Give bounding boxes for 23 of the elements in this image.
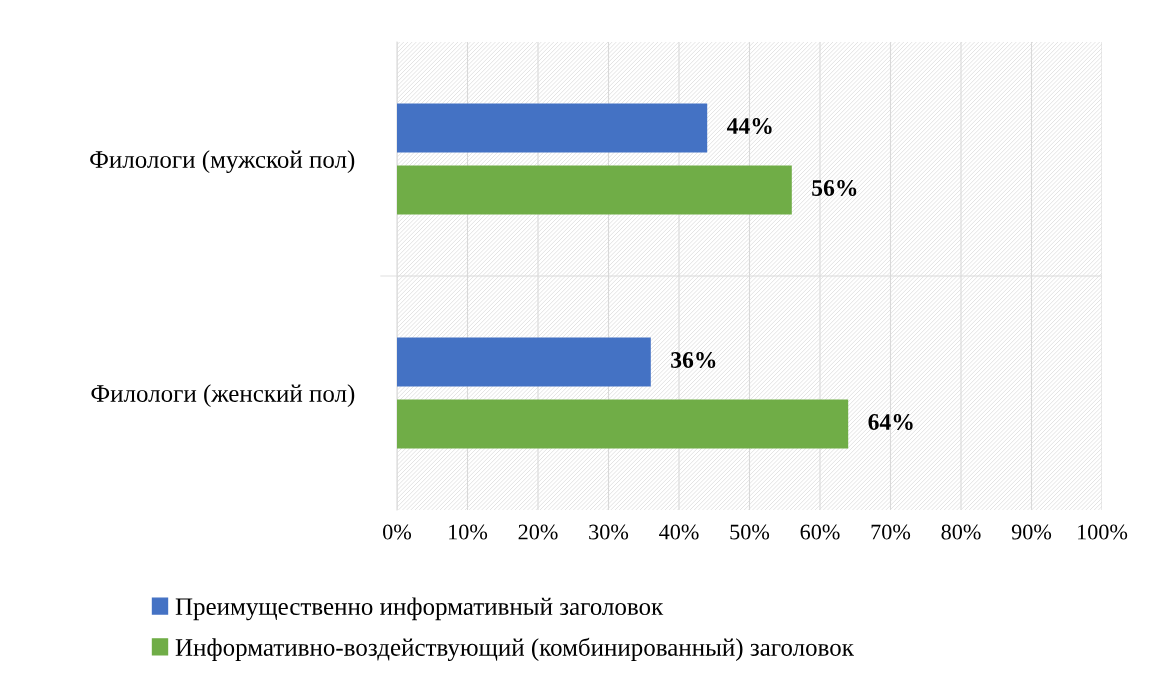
x-tick-label: 90%	[1011, 524, 1052, 540]
data-label: 36%	[671, 351, 716, 368]
bar	[397, 399, 849, 449]
bar	[397, 337, 651, 387]
data-label: 56%	[812, 179, 857, 196]
legend-label: Информативно-воздействующий (комбинированный) заголовок	[175, 637, 854, 662]
x-tick-label: 70%	[871, 524, 911, 540]
legend-label: Преимущественно информативный заголовок	[175, 597, 664, 621]
y-tick-label: Филологи (женский пол)	[91, 384, 355, 407]
data-label: 44%	[726, 117, 772, 134]
y-tick-label: Филологи (мужской пол)	[90, 150, 355, 174]
data-label: 64%	[868, 413, 913, 430]
x-tick-label: 10%	[449, 524, 488, 540]
x-tick-label: 50%	[730, 524, 770, 540]
bar	[397, 103, 708, 153]
x-tick-label: 20%	[518, 524, 558, 540]
x-tick-label: 80%	[941, 524, 981, 540]
x-tick-label: 60%	[800, 524, 840, 540]
x-tick-label: 40%	[659, 524, 699, 540]
x-tick-label: 30%	[589, 524, 629, 540]
x-tick-label: 0%	[383, 524, 412, 540]
x-tick-label: 100%	[1078, 524, 1128, 540]
bar	[397, 165, 792, 215]
